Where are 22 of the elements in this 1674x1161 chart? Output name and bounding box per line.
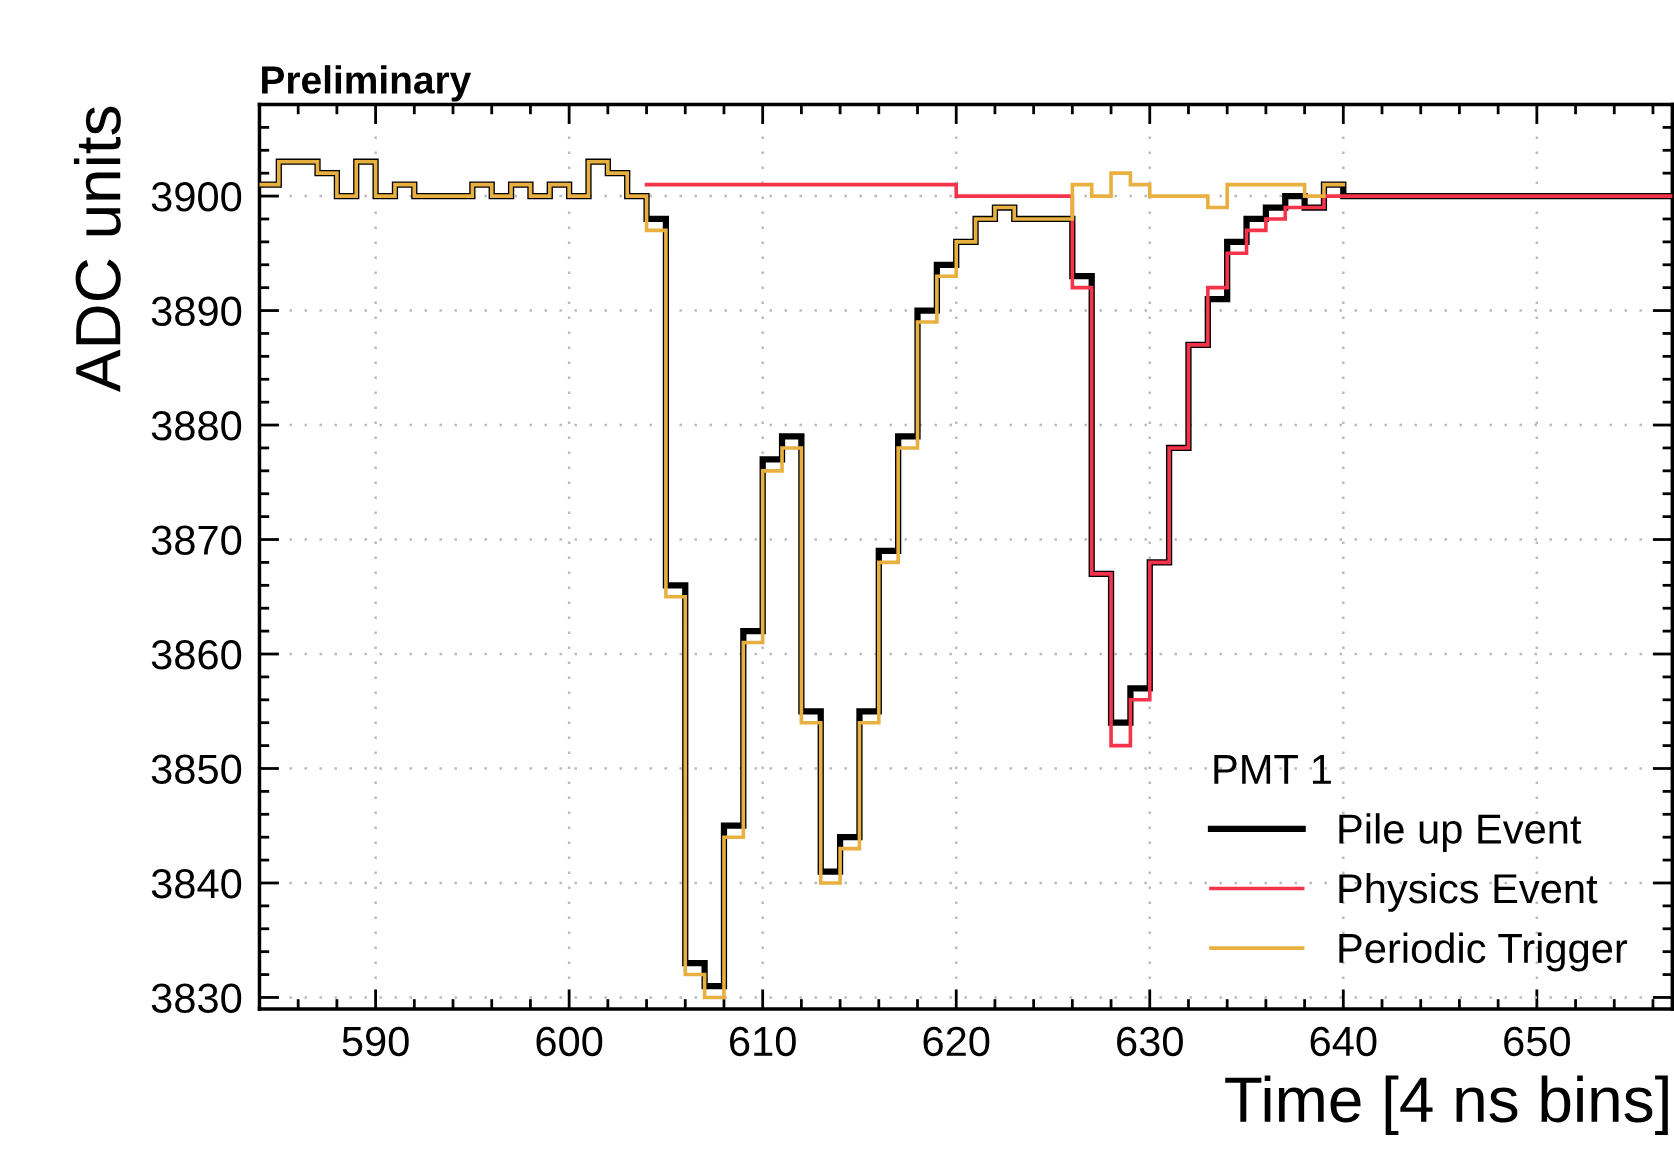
x-tick-label: 610: [730, 1026, 796, 1057]
y-tick-label: 3860: [151, 640, 242, 670]
y-tick-label: 3880: [151, 411, 242, 441]
legend-label: Periodic Trigger: [1339, 932, 1628, 972]
x-tick-label: 640: [1310, 1026, 1377, 1057]
y-tick-label: 3850: [151, 754, 242, 784]
y-tick-label: 3870: [151, 525, 242, 556]
y-tick-label: 3830: [151, 983, 242, 1013]
x-tick-label: 600: [536, 1026, 603, 1057]
x-tick-label: 590: [342, 1026, 409, 1057]
x-axis-title: Time [4 ns bins]: [1225, 1075, 1668, 1136]
y-tick-label: 3840: [151, 868, 242, 899]
x-tick-label: 650: [1504, 1026, 1570, 1057]
y-axis-title: ADC units: [73, 106, 121, 392]
chart-title: Preliminary: [262, 65, 472, 102]
legend-label: Pile up Event: [1339, 813, 1582, 853]
x-tick-label: 620: [923, 1026, 990, 1057]
y-tick-label: 3900: [151, 182, 242, 212]
y-tick-label: 3890: [151, 296, 242, 327]
legend-title: PMT 1: [1214, 755, 1331, 784]
x-tick-label: 630: [1117, 1026, 1183, 1057]
legend-label: Physics Event: [1339, 872, 1598, 912]
